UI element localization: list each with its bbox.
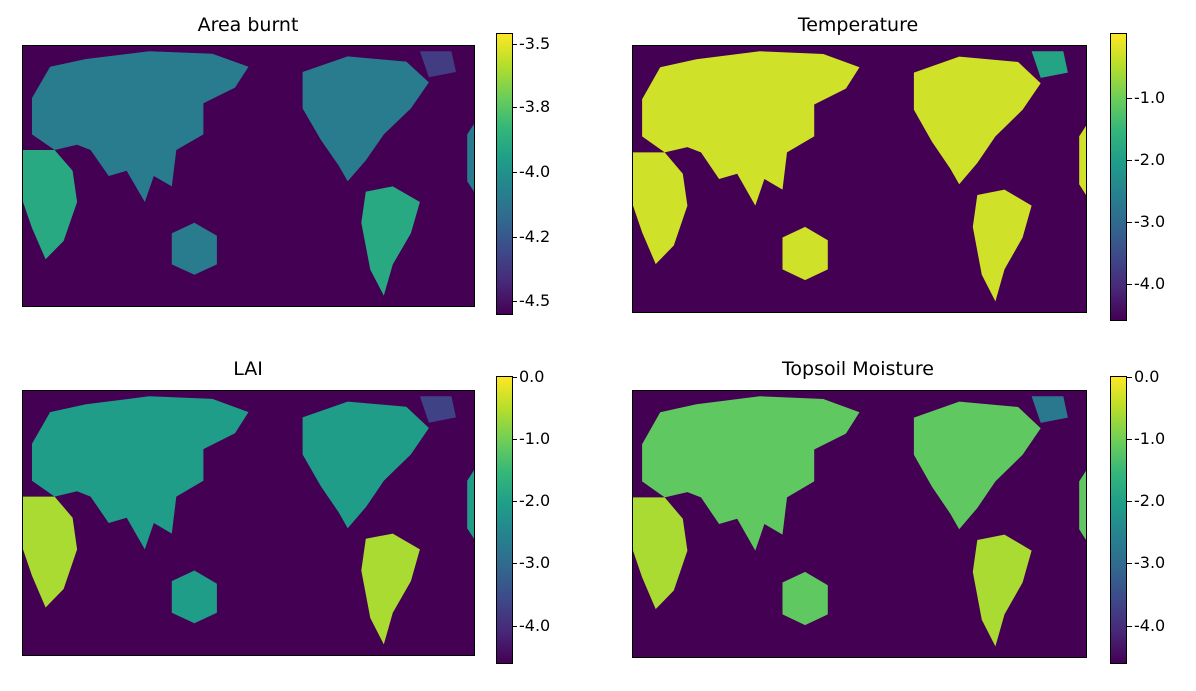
colorbar-tick: 0.0 xyxy=(511,367,545,386)
heatmap-svg xyxy=(23,391,474,655)
heatmap xyxy=(632,45,1087,313)
colorbar-tick: -4.0 xyxy=(1126,616,1166,635)
heatmap xyxy=(632,390,1087,658)
colorbar-tick: -1.0 xyxy=(1126,429,1166,448)
landmass xyxy=(913,401,1041,530)
colorbar-tick: -3.0 xyxy=(1126,553,1166,572)
heatmap-svg xyxy=(633,391,1086,657)
colorbar-tick: -1.0 xyxy=(1126,88,1166,107)
colorbar-tick: -2.0 xyxy=(511,491,551,510)
colorbar xyxy=(1110,33,1127,321)
landmass xyxy=(467,124,474,192)
heatmap xyxy=(22,390,475,656)
landmass xyxy=(1031,396,1068,423)
colorbar-tick: -3.0 xyxy=(1126,212,1166,231)
landmass xyxy=(782,571,828,626)
chart-title: Temperature xyxy=(797,14,919,36)
landmass xyxy=(633,497,688,610)
landmass xyxy=(171,222,217,275)
landmass xyxy=(633,152,688,265)
landmass xyxy=(467,470,474,539)
chart-title: Topsoil Moisture xyxy=(782,358,934,380)
landmass xyxy=(913,56,1041,185)
colorbar-tick: -4.0 xyxy=(511,162,551,181)
landmass xyxy=(23,496,78,608)
colorbar-tick: -4.0 xyxy=(1126,274,1166,293)
colorbar-tick: 0.0 xyxy=(1126,367,1160,386)
landmass xyxy=(32,51,249,203)
landmass xyxy=(302,56,429,182)
heatmap-svg xyxy=(633,46,1086,312)
landmass xyxy=(419,396,456,423)
landmass xyxy=(32,396,249,550)
colorbar-tick: -4.5 xyxy=(511,291,551,310)
landmass xyxy=(361,533,420,645)
landmass xyxy=(419,51,456,78)
chart-title: LAI xyxy=(233,358,263,380)
landmass xyxy=(782,226,828,281)
colorbar-tick: -3.5 xyxy=(511,34,551,53)
colorbar xyxy=(1110,376,1127,664)
colorbar-tick: -4.0 xyxy=(511,616,551,635)
chart-title: Area burnt xyxy=(197,14,299,36)
colorbar xyxy=(496,376,513,664)
landmass xyxy=(361,186,420,296)
landmass xyxy=(642,51,860,206)
colorbar-tick: -3.0 xyxy=(511,553,551,572)
landmass xyxy=(1031,51,1068,78)
colorbar xyxy=(496,33,513,315)
colorbar-tick: -4.2 xyxy=(511,227,551,246)
landmass xyxy=(171,570,217,624)
landmass xyxy=(302,401,429,529)
landmass xyxy=(972,189,1032,302)
landmass xyxy=(1079,470,1086,540)
landmass xyxy=(23,150,78,260)
landmass xyxy=(972,534,1032,647)
heatmap-svg xyxy=(23,46,474,306)
heatmap xyxy=(22,45,475,307)
landmass xyxy=(1079,125,1086,195)
colorbar-tick: -2.0 xyxy=(1126,491,1166,510)
colorbar-tick: -3.8 xyxy=(511,97,551,116)
landmass xyxy=(642,396,860,551)
colorbar-tick: -1.0 xyxy=(511,429,551,448)
colorbar-tick: -2.0 xyxy=(1126,150,1166,169)
